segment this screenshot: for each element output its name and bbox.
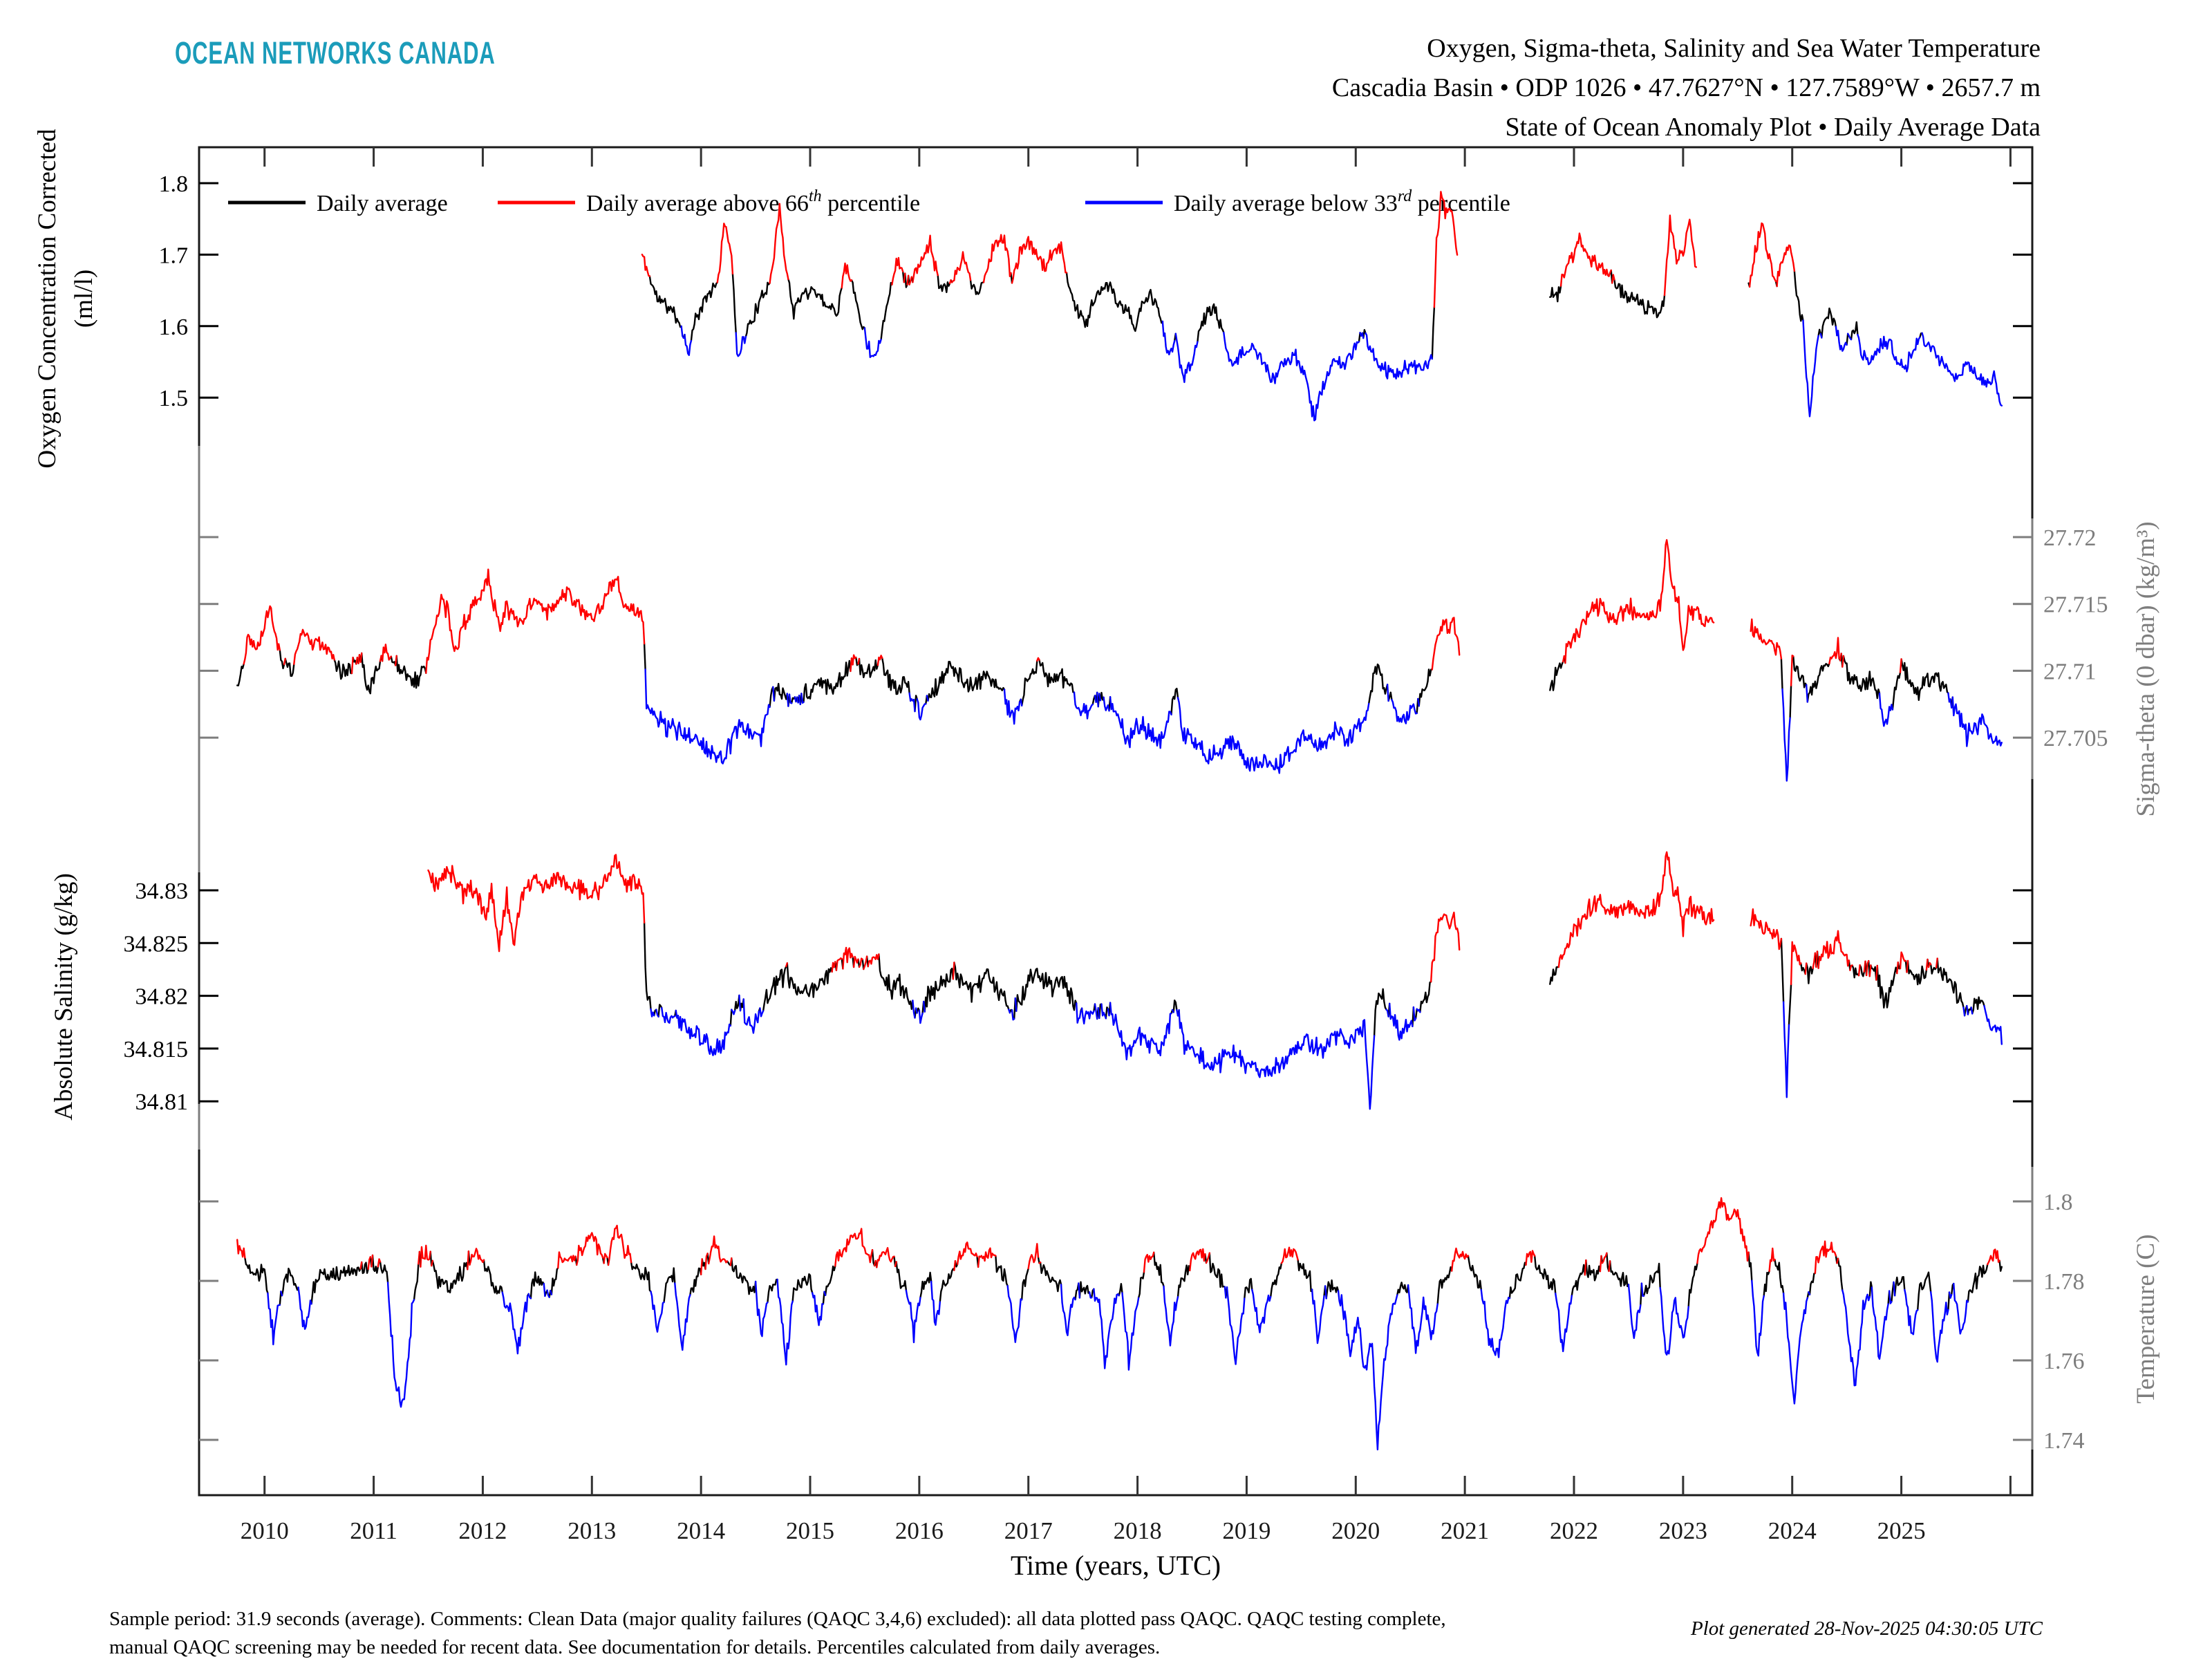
- temperature-tick-label: 1.76: [2043, 1349, 2085, 1374]
- x-tick-label: 2010: [241, 1517, 289, 1544]
- plot-title-block: Oxygen, Sigma-theta, Salinity and Sea Wa…: [1332, 29, 2041, 147]
- salinity-tick-label: 34.83: [135, 879, 189, 904]
- x-tick-label: 2020: [1331, 1517, 1380, 1544]
- x-tick-label: 2014: [677, 1517, 725, 1544]
- oxygen-axis-title: (ml/l): [70, 270, 98, 328]
- salinity-tick-label: 34.815: [124, 1037, 189, 1062]
- x-tick-label: 2021: [1441, 1517, 1489, 1544]
- sigma-tick-label: 27.715: [2043, 592, 2108, 618]
- temperature-tick-label: 1.8: [2043, 1190, 2073, 1215]
- footer-comments: Sample period: 31.9 seconds (average). C…: [109, 1605, 1446, 1659]
- plot-generated-timestamp: Plot generated 28-Nov-2025 04:30:05 UTC: [1690, 1618, 2043, 1640]
- x-tick-label: 2013: [568, 1517, 616, 1544]
- x-tick-label: 2019: [1222, 1517, 1271, 1544]
- x-tick-label: 2023: [1659, 1517, 1707, 1544]
- onc-logo: OCEAN NETWORKS CANADA: [175, 36, 496, 71]
- oxygen-tick-label: 1.5: [159, 386, 189, 411]
- salinity-axis-title: Absolute Salinity (g/kg): [50, 873, 78, 1121]
- salinity-tick-label: 34.825: [124, 931, 189, 957]
- salinity-tick-label: 34.81: [135, 1089, 189, 1115]
- temperature-axis-title: Temperature (C): [2132, 1235, 2160, 1404]
- x-tick-label: 2024: [1768, 1517, 1817, 1544]
- series-salinity-above: [427, 851, 1938, 986]
- plot-title-line-1: Oxygen, Sigma-theta, Salinity and Sea Wa…: [1427, 34, 2041, 63]
- legend-label: Daily average below 33rd percentile: [1174, 187, 1510, 216]
- series-sigma-normal: [236, 643, 1953, 719]
- x-tick-label: 2011: [350, 1517, 397, 1544]
- series-oxygen-normal: [648, 269, 1923, 360]
- series-oxygen-above: [641, 191, 1796, 308]
- series-salinity-below: [650, 994, 2003, 1110]
- oxygen-tick-label: 1.7: [159, 243, 189, 268]
- series-temperature-normal: [244, 1249, 2003, 1311]
- temperature-tick-label: 1.74: [2043, 1428, 2085, 1454]
- sigma-tick-label: 27.71: [2043, 659, 2097, 684]
- plot-title-line-2: Cascadia Basin • ODP 1026 • 47.7627°N • …: [1331, 73, 2041, 102]
- x-tick-label: 2017: [1004, 1517, 1053, 1544]
- x-tick-label: 2012: [458, 1517, 507, 1544]
- oxygen-tick-label: 1.6: [159, 315, 189, 340]
- x-tick-label: 2015: [786, 1517, 834, 1544]
- temperature-axis: 1.8 1.78 1.76 1.74 Temperature (C): [199, 1190, 2160, 1454]
- series-temperature-below: [267, 1278, 1969, 1451]
- sigma-axis: 27.72 27.715 27.71 27.705 Sigma-theta (0 dba…: [199, 521, 2160, 817]
- salinity-axis: 34.83 34.825 34.82 34.815 34.81 Absolute Sali…: [50, 873, 2032, 1121]
- footer-line-1: Sample period: 31.9 seconds (average). C…: [109, 1608, 1446, 1630]
- x-axis: 2010 2011 2012 2013 2014 2015 2016 2017 2018 2019…: [241, 147, 2012, 1581]
- plot-frame: [198, 146, 2034, 1497]
- temperature-tick-label: 1.78: [2043, 1269, 2085, 1295]
- x-tick-label: 2022: [1550, 1517, 1598, 1544]
- x-tick-label: 2016: [895, 1517, 944, 1544]
- series-sigma-below: [644, 668, 2003, 782]
- legend-label: Daily average: [317, 191, 448, 216]
- legend-item-daily-average: Daily average: [228, 191, 448, 216]
- x-tick-label: 2025: [1877, 1517, 1926, 1544]
- legend-label: Daily average above 66th percentile: [586, 187, 920, 216]
- sigma-tick-label: 27.72: [2043, 525, 2097, 551]
- series-temperature-above: [236, 1197, 2000, 1276]
- sigma-axis-title: Sigma-theta (0 dbar) (kg/m³): [2132, 521, 2160, 816]
- series-oxygen-below: [680, 319, 2003, 422]
- oxygen-axis-title: Oxygen Concentration Corrected: [33, 129, 62, 469]
- footer-line-2: manual QAQC screening may be needed for …: [109, 1636, 1161, 1658]
- x-axis-title: Time (years, UTC): [1011, 1550, 1221, 1581]
- oxygen-tick-label: 1.8: [159, 171, 189, 197]
- oxygen-axis: 1.8 1.7 1.6 1.5 Oxygen Concentration Correct…: [33, 129, 2032, 469]
- legend-item-daily-average-below: Daily average below 33rd percentile: [1085, 187, 1510, 216]
- legend-item-daily-average-above: Daily average above 66th percentile: [498, 187, 920, 216]
- series-sigma-above: [243, 538, 1902, 686]
- salinity-tick-label: 34.82: [135, 984, 189, 1010]
- plot-title-line-3: State of Ocean Anomaly Plot • Daily Aver…: [1505, 113, 2041, 142]
- legend: Daily average Daily average above 66th pe…: [228, 187, 1510, 216]
- sigma-tick-label: 27.705: [2043, 726, 2108, 751]
- x-tick-label: 2018: [1114, 1517, 1162, 1544]
